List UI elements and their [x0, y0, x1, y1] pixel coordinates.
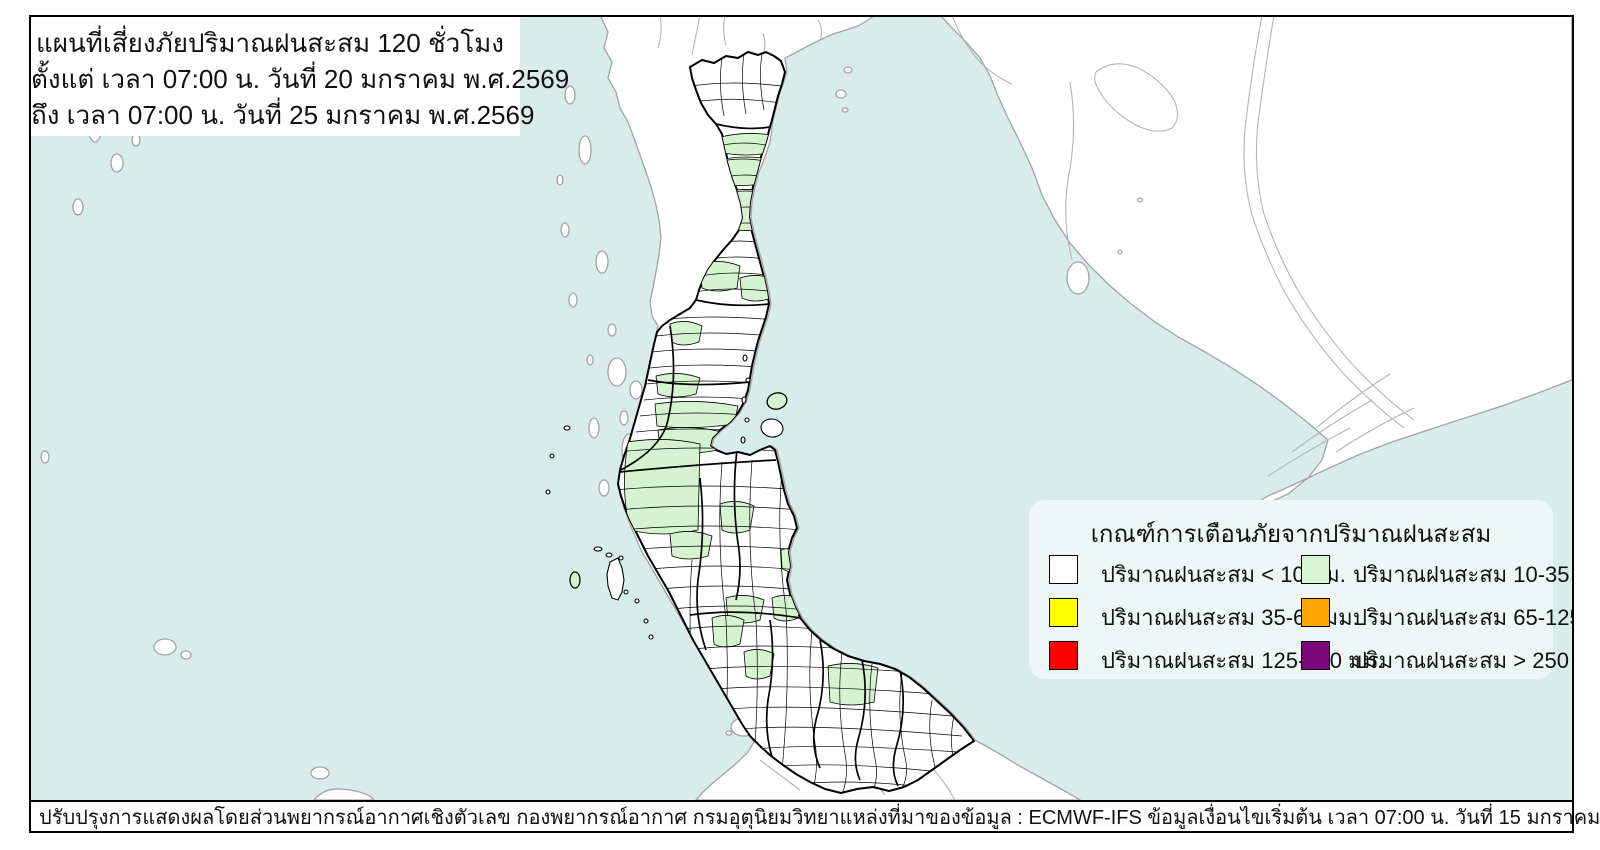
map-title-line1: แผนที่เสี่ยงภัยปริมาณฝนสะสม 120 ชั่วโมง: [35, 28, 504, 58]
map-title-line2: ตั้งแต่ เวลา 07:00 น. วันที่ 20 มกราคม พ…: [31, 64, 570, 94]
legend-swatch-10-35: [1301, 555, 1330, 584]
legend: เกณฑ์การเตือนภัยจากปริมาณฝนสะสม ปริมาณฝน…: [1029, 500, 1572, 679]
thai-islands: [545, 354, 788, 640]
legend-swatch-gt250: [1301, 641, 1330, 670]
footer-bar: ปรับปรุงการแสดงผลโดยส่วนพยากรณ์อากาศเชิง…: [31, 802, 1600, 831]
neighbor-land-east: [835, 17, 1572, 510]
focal-region-outline: [617, 51, 975, 794]
legend-swatch-35-65: [1049, 598, 1078, 627]
footer-credit: ปรับปรุงการแสดงผลโดยส่วนพยากรณ์อากาศเชิง…: [39, 806, 840, 829]
province-borders: [619, 123, 905, 787]
map-frame: แผนที่เสี่ยงภัยปริมาณฝนสะสม 120 ชั่วโมง …: [29, 15, 1600, 833]
map-title-line3: ถึง เวลา 07:00 น. วันที่ 25 มกราคม พ.ศ.2…: [31, 100, 535, 130]
legend-title: เกณฑ์การเตือนภัยจากปริมาณฝนสะสม: [1090, 521, 1492, 548]
legend-swatch-lt10: [1049, 555, 1078, 584]
legend-swatch-65-125: [1301, 598, 1330, 627]
thailand-rainfall-map: [31, 17, 1572, 800]
map-area: แผนที่เสี่ยงภัยปริมาณฝนสะสม 120 ชั่วโมง …: [31, 17, 1572, 802]
phuket-island: [606, 557, 625, 601]
footer-data-source: แหล่งที่มาของข้อมูล : ECMWF-IFS ข้อมูลเง…: [839, 806, 1600, 829]
legend-swatch-125-250: [1049, 641, 1078, 670]
map-title-box: แผนที่เสี่ยงภัยปริมาณฝนสะสม 120 ชั่วโมง …: [31, 17, 570, 136]
